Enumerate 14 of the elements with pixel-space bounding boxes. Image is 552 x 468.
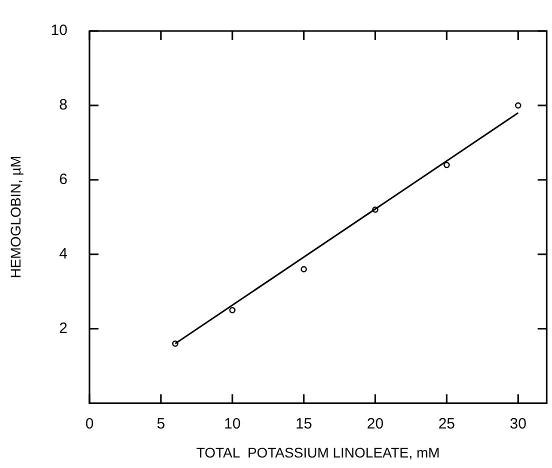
y-axis-title: HEMOGLOBIN, µM [7, 156, 24, 278]
x-tick-label: 25 [438, 415, 456, 432]
y-tick-label: 4 [59, 245, 68, 262]
y-tick-label: 6 [59, 171, 68, 188]
y-tick-label: 2 [59, 320, 68, 337]
y-tick-label: 8 [59, 96, 68, 114]
x-tick-label: 5 [156, 415, 166, 432]
x-tick-label: 20 [366, 415, 384, 432]
x-axis-title: TOTAL POTASSIUM LINOLEATE, mM [196, 444, 440, 460]
x-tick-label: 10 [224, 415, 241, 432]
x-tick-label: 30 [510, 415, 526, 432]
y-tick-label: 10 [50, 22, 68, 40]
x-tick-label: 15 [295, 415, 312, 432]
x-tick-label: 0 [85, 415, 94, 432]
